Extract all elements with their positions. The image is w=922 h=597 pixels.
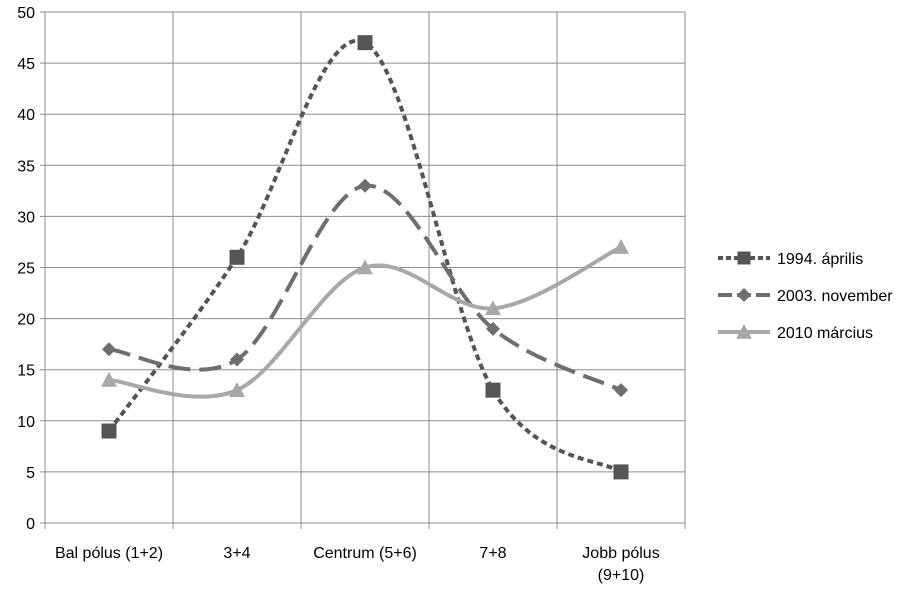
y-tick-label: 5 xyxy=(26,465,35,482)
y-tick-label: 10 xyxy=(17,414,35,431)
legend-entry: 1994. április xyxy=(718,251,863,268)
data-point-square xyxy=(357,35,373,51)
x-tick-label: Jobb pólus (9+10) xyxy=(582,545,659,584)
data-point-square xyxy=(229,249,245,265)
axes xyxy=(40,11,686,529)
data-point-diamond xyxy=(486,321,500,336)
legend-marker-triangle xyxy=(736,324,752,339)
data-point-diamond xyxy=(614,383,628,398)
data-point-diamond xyxy=(358,178,372,193)
series-1 xyxy=(101,35,629,480)
data-point-triangle xyxy=(613,239,629,254)
legend-marker-diamond xyxy=(737,288,751,302)
y-tick-label: 20 xyxy=(17,312,35,329)
legend-marker-square xyxy=(737,251,751,265)
y-tick-label: 15 xyxy=(17,363,35,380)
y-tick-label: 50 xyxy=(17,5,35,22)
data-point-triangle xyxy=(101,371,117,387)
y-tick-label: 25 xyxy=(17,261,35,278)
legend: 1994. április 2003. november 2010 március xyxy=(718,251,893,342)
data-point-triangle xyxy=(229,382,245,397)
data-point-square xyxy=(485,382,501,398)
data-point-diamond xyxy=(230,352,244,367)
y-tick-label: 45 xyxy=(17,56,35,73)
x-tick-label: 3+4 xyxy=(223,545,250,562)
data-point-triangle xyxy=(357,259,373,275)
x-tick-label: Centrum (5+6) xyxy=(313,545,417,562)
y-axis-tick-labels: 0 5 10 15 20 25 30 35 40 45 50 xyxy=(17,5,35,533)
y-tick-label: 30 xyxy=(17,209,35,226)
x-tick-label: 7+8 xyxy=(479,545,506,562)
y-tick-label: 0 xyxy=(26,516,35,533)
y-tick-label: 40 xyxy=(17,107,35,124)
data-point-square xyxy=(613,464,629,480)
y-tick-label: 35 xyxy=(17,158,35,175)
series-3 xyxy=(101,239,629,399)
series-line xyxy=(107,38,623,474)
legend-label: 2003. november xyxy=(777,288,893,305)
data-point-triangle xyxy=(485,300,501,316)
x-axis-tick-labels: Bal pólus (1+2) 3+4 Centrum (5+6) 7+8 Jobb p… xyxy=(55,545,660,584)
data-series xyxy=(101,35,629,480)
x-tick-label: Bal pólus (1+2) xyxy=(55,545,163,562)
legend-entry: 2003. november xyxy=(718,288,893,305)
data-point-square xyxy=(101,423,117,439)
series-2 xyxy=(102,178,628,398)
legend-entry: 2010 március xyxy=(718,324,873,342)
data-point-diamond xyxy=(102,342,116,357)
legend-label: 2010 március xyxy=(777,325,873,342)
legend-label: 1994. április xyxy=(777,251,863,268)
